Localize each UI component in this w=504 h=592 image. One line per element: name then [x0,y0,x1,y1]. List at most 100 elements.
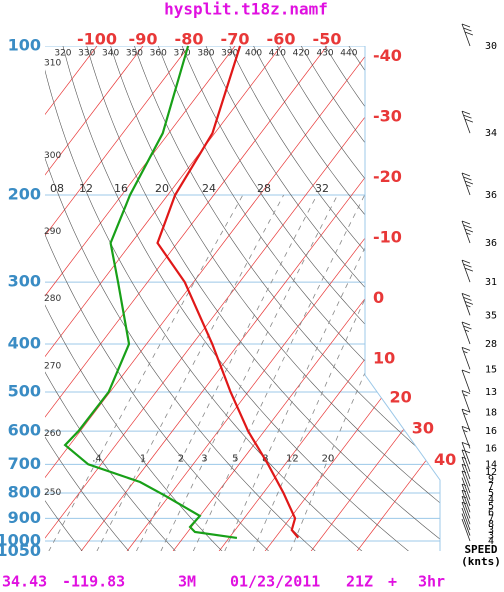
dry-adiabat-label: 400 [245,49,262,59]
dry-adiabat [45,46,316,551]
dry-adiabat-label: 260 [44,429,61,439]
dry-adiabat [134,46,440,551]
isotherm-label: -80 [175,30,204,49]
isotherm-label: -10 [373,228,402,247]
isotherm [45,46,282,551]
plot-area [45,46,440,551]
dry-adiabat-label: 390 [221,49,238,59]
isotherm [45,46,190,551]
dry-adiabat-label: 360 [150,49,167,59]
isotherm-label: 40 [434,450,456,469]
wind-speed-label: 36 [485,190,497,201]
dry-adiabat-label: 310 [44,58,61,68]
dry-adiabat [229,46,440,551]
chart-title: hysplit.t18z.namf [164,0,328,19]
isotherm-label: -20 [373,167,402,186]
wind-barb [461,449,471,473]
y-tick-label: 900 [8,508,41,527]
dry-adiabat-label: 300 [44,151,61,161]
wind-barb [461,513,471,536]
moist-adiabat-label: 20 [155,182,169,195]
dry-adiabat [205,46,440,551]
wind-barb [461,23,474,47]
wind-barb [461,390,471,413]
mixing-ratio-label: 12 [286,453,299,464]
mixing-ratio-label: 2 [178,453,184,464]
dry-adiabat [45,46,176,551]
mixing-ratio-line [48,194,244,551]
isotherm-label: -90 [129,30,158,49]
footer-time: 21Z [346,573,373,591]
wind-speed-label: 7 [488,513,494,524]
speed-label: SPEED [464,543,497,556]
wind-speed-label: 14 [485,459,497,470]
temperature-line [156,45,300,539]
dry-adiabat-label: 440 [340,49,357,59]
moist-adiabat-label: 24 [202,182,216,195]
isotherm-label: -60 [267,30,296,49]
wind-barb [461,172,474,196]
wind-speed-label: 5 [488,488,494,499]
mixing-ratio-label: 5 [232,453,238,464]
moist-adiabat-label: 12 [79,182,93,195]
isotherm [264,46,440,551]
moist-adiabat-label: 28 [257,182,271,195]
wind-barb [461,292,474,316]
dry-adiabat [86,46,440,551]
wind-barb [461,489,471,513]
wind-barb [461,346,471,370]
dry-adiabat [157,46,440,551]
dry-adiabat-label: 290 [44,227,61,237]
dry-adiabat-label: 420 [293,49,310,59]
footer-elev: 3M [178,573,196,591]
dry-adiabat [45,46,130,551]
wind-speed-label: 3 [488,531,494,542]
wind-speed-label: 34 [485,128,497,139]
wind-speed-label: 13 [485,387,497,398]
isotherm [172,46,440,551]
wind-barb [461,456,471,480]
y-tick-label: 200 [8,185,41,204]
wind-barb [461,483,471,507]
foreground: 10020030040050060070080090010001050-100-… [0,23,497,560]
isotherm-label: -40 [373,46,402,65]
wind-speed-label: 6 [488,507,494,518]
wind-barb [461,507,471,531]
isotherm-label: 30 [412,419,434,438]
isotherm-label: 20 [389,388,411,407]
wind-speed-label: 35 [485,310,497,321]
dry-adiabat [45,46,270,551]
wind-barb [461,110,474,134]
mixing-ratio-label: 1 [140,453,146,464]
wind-barb [461,477,471,500]
wind-speed-label: 5 [488,501,494,512]
moist-adiabat-label: 32 [315,182,329,195]
wind-speed-label: 4 [488,495,494,506]
dry-adiabat [45,46,363,551]
wind-speed-label: 7 [488,481,494,492]
wind-speed-label: 16 [485,426,497,437]
wind-barb [461,220,474,244]
dry-adiabat-label: 250 [44,488,61,498]
isotherm [45,46,236,551]
wind-barb [461,259,474,283]
footer-lead: 3hr [418,573,445,591]
mixing-ratio-line [224,194,392,551]
wind-speed-label: 8 [488,519,494,530]
dry-adiabat-label: 340 [102,49,119,59]
wind-barb [461,518,471,542]
y-tick-label: 1050 [0,541,41,560]
dry-adiabat-label: 320 [54,49,71,59]
dry-adiabat-label: 270 [44,362,61,372]
wind-speed-label: 16 [485,443,497,454]
wind-speed-label: 12 [485,467,497,478]
mixing-ratio-label: .4 [92,453,102,464]
dry-adiabat-label: 330 [78,49,95,59]
isotherm [310,46,440,551]
mixing-ratio-line [289,194,440,551]
dewpoint-line [63,45,238,540]
dry-adiabat [62,46,410,551]
wind-barb [461,470,471,494]
isotherm [356,46,440,551]
